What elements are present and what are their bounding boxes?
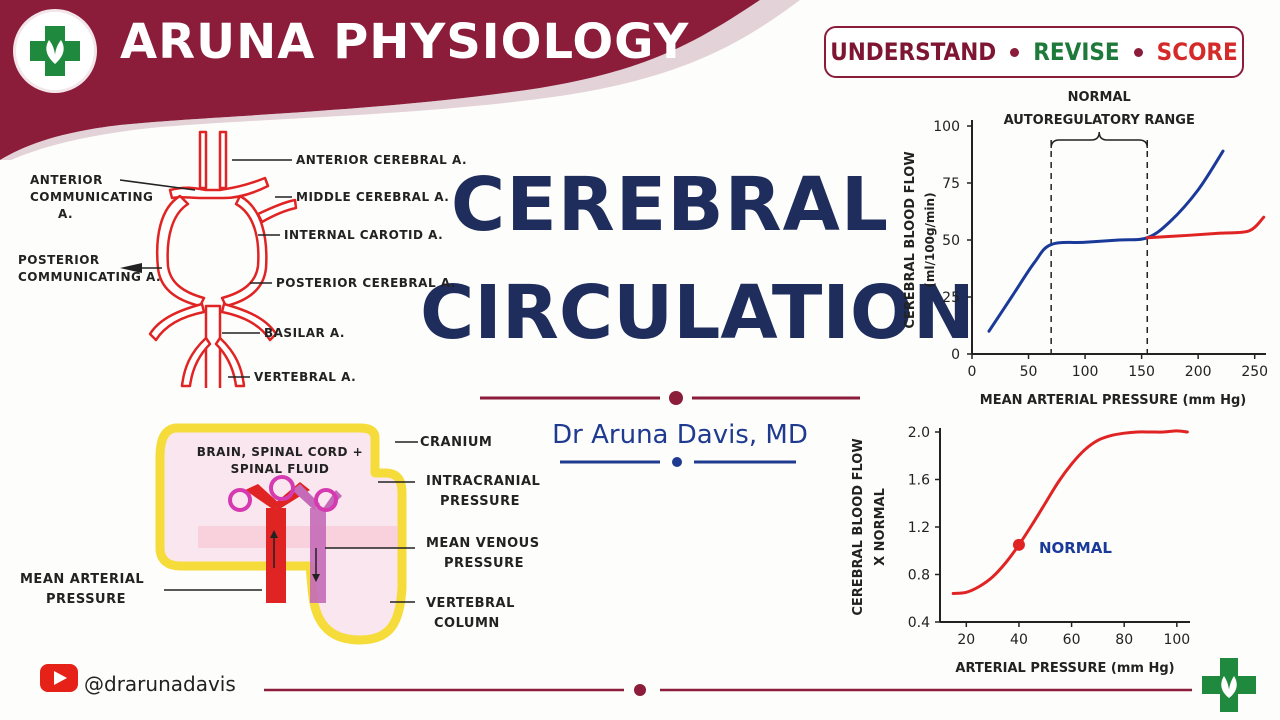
- x-tick-label: 20: [957, 632, 975, 648]
- range-brace: [1050, 131, 1149, 149]
- label-vertebral: VERTEBRAL A.: [254, 370, 357, 384]
- y-axis-label-line-1: CEREBRAL BLOOD FLOW: [903, 151, 918, 328]
- blood-flow-vs-pressure-chart: 0.4 0.8 1.2 1.6 2.0 20 40 60 80 100 ARTERIAL PRESS…: [851, 425, 1190, 676]
- x-tick-label: 50: [1020, 364, 1038, 380]
- x-tick-label: 60: [1063, 632, 1081, 648]
- x-tick-label: 200: [1185, 364, 1212, 380]
- label-anterior-communicating: ANTERIOR COMMUNICATING A.: [30, 173, 154, 221]
- label-intracranial-pressure: INTRACRANIAL PRESSURE: [426, 474, 541, 509]
- label-mean-arterial-pressure: MEAN ARTERIAL PRESSURE: [20, 572, 145, 607]
- tagline-score: SCORE: [1156, 38, 1238, 66]
- x-tick-label: 250: [1241, 364, 1268, 380]
- x-tick-label: 100: [1072, 364, 1099, 380]
- label-brain-spinal: BRAIN, SPINAL CORD + SPINAL FLUID: [196, 445, 364, 476]
- title-line-1: CEREBRAL: [450, 162, 890, 248]
- brand-title: ARUNA PHYSIOLOGY: [120, 14, 690, 70]
- title-line-2: CIRCULATION: [420, 270, 975, 356]
- series-line-red: [951, 429, 1189, 595]
- label-internal-carotid: INTERNAL CAROTID A.: [284, 228, 444, 242]
- medical-cross-icon: [1202, 658, 1256, 712]
- footer-divider: [264, 684, 1192, 696]
- label-basilar: BASILAR A.: [264, 326, 345, 340]
- normal-point: [1012, 538, 1025, 551]
- y-tick-label: 100: [933, 119, 960, 135]
- x-tick-label: 150: [1128, 364, 1155, 380]
- label-anterior-cerebral: ANTERIOR CEREBRAL A.: [296, 153, 468, 167]
- y-tick-label: 2.0: [908, 425, 930, 441]
- x-axis-label: MEAN ARTERIAL PRESSURE (mm Hg): [980, 393, 1246, 408]
- tagline-dot: [1010, 47, 1020, 57]
- label-posterior-cerebral: POSTERIOR CEREBRAL A.: [276, 276, 456, 290]
- author-name: Dr Aruna Davis, MD: [552, 420, 808, 450]
- y-axis-label-line-2: X NORMAL: [873, 488, 888, 566]
- tagline-box: UNDERSTAND REVISE SCORE: [824, 26, 1244, 78]
- cranium-arrows: [164, 441, 418, 603]
- y-tick-label: 25: [942, 290, 960, 306]
- label-cranium: CRANIUM: [420, 435, 493, 450]
- y-tick-label: 1.2: [908, 520, 930, 536]
- label-mean-venous-pressure: MEAN VENOUS PRESSURE: [426, 536, 540, 571]
- youtube-icon[interactable]: [40, 664, 78, 692]
- normal-annotation: NORMAL: [1039, 539, 1112, 557]
- social-handle[interactable]: @drarunadavis: [84, 672, 236, 696]
- cranium-diagram: [155, 423, 407, 645]
- series-line-blue: [987, 149, 1225, 333]
- medical-cross-icon: [30, 26, 80, 76]
- autoregulation-chart: 0 25 50 75 100 0 50 100 150 200 250 NORMAL AUTOREGUL…: [903, 90, 1268, 408]
- y-tick-label: 0.8: [908, 568, 930, 584]
- y-tick-label: 0.4: [908, 615, 930, 631]
- x-tick-label: 40: [1010, 632, 1028, 648]
- y-tick-label: 75: [942, 176, 960, 192]
- logo: [16, 12, 94, 90]
- tagline-understand: UNDERSTAND: [830, 38, 997, 66]
- y-axis-label-line-2: (ml/100g/min): [923, 192, 937, 287]
- label-vertebral-column: VERTEBRAL COLUMN: [426, 596, 515, 631]
- circle-of-willis-diagram: [148, 130, 298, 388]
- x-tick-label: 0: [968, 364, 977, 380]
- y-tick-label: 0: [951, 347, 960, 363]
- y-tick-label: 50: [942, 233, 960, 249]
- willis-arrows: [119, 159, 292, 378]
- range-annotation-line-1: NORMAL: [1068, 90, 1131, 105]
- y-tick-label: 1.6: [908, 473, 930, 489]
- header-banner: [0, 0, 800, 160]
- x-tick-label: 80: [1115, 632, 1133, 648]
- y-axis-label-line-1: CEREBRAL BLOOD FLOW: [851, 438, 866, 615]
- tagline-revise: REVISE: [1033, 38, 1120, 66]
- title-divider: [480, 391, 860, 405]
- series-line-red: [1145, 215, 1266, 240]
- label-posterior-communicating: POSTERIOR COMMUNICATING A.: [18, 253, 162, 284]
- x-axis-label: ARTERIAL PRESSURE (mm Hg): [955, 661, 1174, 676]
- range-annotation-line-2: AUTOREGULATORY RANGE: [1004, 113, 1195, 128]
- tagline-dot: [1133, 47, 1143, 57]
- label-middle-cerebral: MIDDLE CEREBRAL A.: [296, 190, 450, 204]
- x-tick-label: 100: [1163, 632, 1190, 648]
- author-divider: [560, 457, 796, 467]
